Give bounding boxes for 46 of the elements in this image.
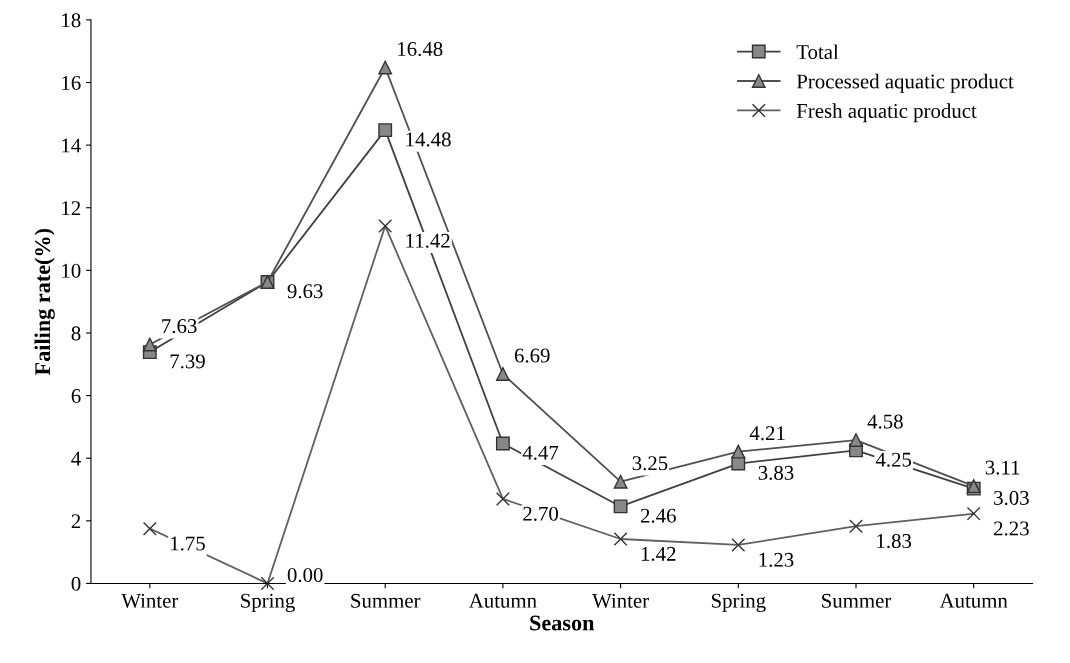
y-tick-label: 14 xyxy=(62,138,81,153)
x-tick-label: Autumn xyxy=(939,593,1008,608)
data-label: 11.42 xyxy=(406,233,450,248)
x-axis-title: Season xyxy=(530,615,595,631)
data-label: 14.48 xyxy=(406,132,451,147)
data-label: 1.23 xyxy=(759,552,794,567)
data-label: 3.25 xyxy=(632,456,668,471)
y-tick-label: 12 xyxy=(62,201,81,215)
x-tick-label: Autumn xyxy=(468,593,537,608)
y-tick-label: 6 xyxy=(71,389,81,404)
legend-label: Fresh aquatic product xyxy=(796,103,977,123)
y-tick-label: 18 xyxy=(62,13,81,28)
y-tick-label: 8 xyxy=(71,326,81,341)
data-label: 1.42 xyxy=(641,546,676,561)
x-tick-label: Spring xyxy=(241,593,295,613)
x-tick-label: Summer xyxy=(351,593,421,608)
data-label: 4.58 xyxy=(867,414,903,429)
data-label: 9.63 xyxy=(287,284,323,299)
data-label: 7.63 xyxy=(162,319,197,334)
data-label: 1.83 xyxy=(877,533,912,549)
data-label: 7.39 xyxy=(170,354,205,369)
data-label: 3.83 xyxy=(758,465,794,480)
data-label: 0.00 xyxy=(287,567,323,583)
data-label: 3.11 xyxy=(985,460,1020,475)
data-label: 3.03 xyxy=(994,490,1029,505)
legend-label: Processed aquatic product xyxy=(796,73,1014,93)
data-label: 4.47 xyxy=(522,445,559,460)
legend-label: Total xyxy=(796,44,839,60)
data-label: 1.75 xyxy=(171,536,205,551)
y-tick-label: 0 xyxy=(71,576,81,591)
y-axis-title: Failing rate(%) xyxy=(34,228,55,376)
y-tick-label: 16 xyxy=(62,75,81,90)
data-label: 4.21 xyxy=(749,426,785,441)
data-label: 4.25 xyxy=(875,452,912,467)
data-label: 2.70 xyxy=(523,506,559,521)
data-label: 16.48 xyxy=(398,41,443,57)
x-tick-label: Summer xyxy=(822,593,892,608)
x-tick-label: Winter xyxy=(592,593,649,608)
x-tick-label: Spring xyxy=(711,593,766,613)
y-tick-label: 10 xyxy=(62,263,81,278)
data-label: 6.69 xyxy=(514,348,550,363)
data-label: 2.46 xyxy=(640,508,676,523)
y-tick-label: 2 xyxy=(71,514,81,529)
data-label: 2.23 xyxy=(994,521,1029,536)
x-tick-label: Winter xyxy=(121,593,179,608)
y-tick-label: 4 xyxy=(71,451,81,466)
